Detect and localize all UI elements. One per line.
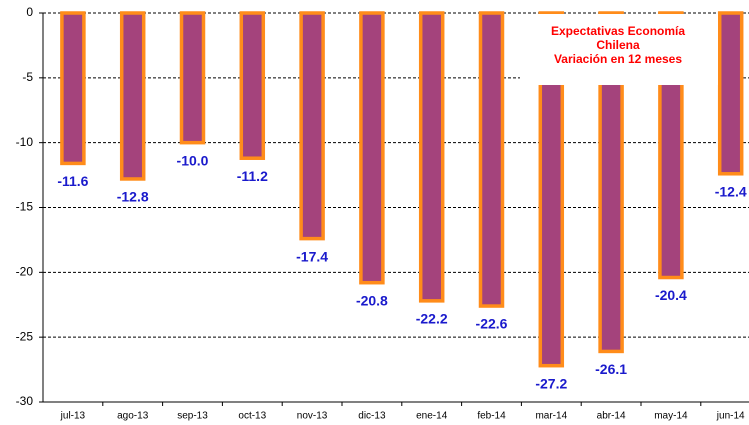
x-tick-label: abr-14 (597, 411, 626, 422)
data-label: -22.2 (416, 311, 448, 327)
data-label: -12.4 (715, 183, 747, 199)
y-tick-label: -25 (16, 329, 34, 343)
y-tick-label: -20 (16, 265, 34, 279)
bar (478, 11, 505, 308)
y-tick-label: -10 (16, 135, 34, 149)
x-tick-label: ago-13 (117, 411, 149, 422)
data-label: -22.6 (476, 316, 508, 332)
data-label: -20.8 (356, 292, 388, 308)
x-tick-label: mar-14 (535, 411, 567, 422)
data-label: -27.2 (535, 375, 567, 391)
y-tick-label: -15 (16, 200, 34, 214)
data-label: -17.4 (296, 248, 328, 264)
data-label: -12.8 (117, 189, 149, 205)
bar (418, 11, 445, 303)
bar (717, 11, 744, 176)
x-tick-label: dic-13 (358, 411, 386, 422)
x-tick-label: jul-13 (60, 411, 86, 422)
data-label: -11.6 (57, 173, 88, 189)
x-tick-label: may-14 (654, 411, 688, 422)
chart-title: Variación en 12 meses (554, 52, 682, 66)
x-tick-label: ene-14 (416, 411, 448, 422)
x-tick-label: jun-14 (716, 411, 745, 422)
y-tick-label: 0 (26, 5, 33, 19)
data-label: -10.0 (177, 152, 209, 168)
y-tick-label: -5 (22, 70, 33, 84)
data-label: -20.4 (655, 287, 687, 303)
bar (538, 11, 565, 368)
bar (179, 11, 206, 145)
bar (598, 11, 624, 354)
bar (60, 11, 86, 166)
title-box (520, 14, 718, 85)
y-tick-label: -30 (16, 394, 34, 408)
chart-title: Chilena (596, 38, 640, 52)
data-label: -11.2 (237, 168, 268, 184)
chart-title: Expectativas Economía (551, 24, 685, 38)
bar (119, 11, 146, 181)
x-tick-label: sep-13 (177, 411, 208, 422)
bar (299, 11, 325, 241)
x-tick-label: feb-14 (477, 411, 506, 422)
bar (239, 11, 266, 160)
bar (359, 11, 385, 285)
data-label: -26.1 (595, 361, 627, 377)
x-tick-label: nov-13 (297, 411, 328, 422)
x-tick-label: oct-13 (238, 411, 266, 422)
